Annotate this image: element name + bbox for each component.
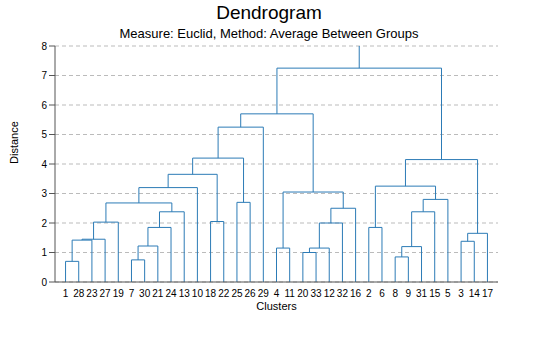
svg-text:8: 8 <box>392 288 398 299</box>
svg-text:2: 2 <box>366 288 372 299</box>
svg-text:22: 22 <box>218 288 230 299</box>
svg-text:10: 10 <box>192 288 204 299</box>
svg-text:8: 8 <box>41 41 47 52</box>
svg-text:4: 4 <box>41 159 47 170</box>
svg-text:19: 19 <box>113 288 125 299</box>
svg-text:11: 11 <box>284 288 295 299</box>
svg-text:25: 25 <box>231 288 243 299</box>
svg-text:Distance: Distance <box>8 121 20 164</box>
svg-text:Clusters: Clusters <box>256 300 297 312</box>
svg-text:12: 12 <box>324 288 336 299</box>
svg-text:23: 23 <box>86 288 98 299</box>
svg-text:14: 14 <box>469 288 481 299</box>
svg-text:9: 9 <box>406 288 412 299</box>
svg-text:5: 5 <box>41 129 47 140</box>
svg-text:33: 33 <box>310 288 322 299</box>
svg-text:16: 16 <box>350 288 362 299</box>
svg-text:0: 0 <box>41 277 47 288</box>
svg-text:7: 7 <box>129 288 135 299</box>
svg-text:13: 13 <box>179 288 191 299</box>
svg-text:20: 20 <box>297 288 309 299</box>
svg-text:17: 17 <box>482 288 494 299</box>
svg-text:29: 29 <box>258 288 270 299</box>
svg-text:5: 5 <box>445 288 451 299</box>
svg-text:21: 21 <box>152 288 164 299</box>
svg-text:32: 32 <box>337 288 349 299</box>
svg-text:28: 28 <box>73 288 85 299</box>
svg-text:26: 26 <box>245 288 257 299</box>
svg-text:3: 3 <box>41 188 47 199</box>
svg-text:27: 27 <box>100 288 112 299</box>
svg-text:1: 1 <box>41 247 47 258</box>
svg-text:18: 18 <box>205 288 217 299</box>
svg-text:15: 15 <box>429 288 441 299</box>
svg-text:2: 2 <box>41 218 47 229</box>
html-text:Dendrogram: Dendrogram <box>216 2 322 23</box>
svg-text:6: 6 <box>379 288 385 299</box>
svg-text:30: 30 <box>139 288 151 299</box>
svg-text:31: 31 <box>416 288 428 299</box>
svg-text:1: 1 <box>63 288 69 299</box>
svg-text:3: 3 <box>458 288 464 299</box>
svg-text:4: 4 <box>274 288 280 299</box>
svg-text:6: 6 <box>41 100 47 111</box>
html-text:Measure: Euclid, Method: Avera: Measure: Euclid, Method: Average Between… <box>119 26 419 41</box>
svg-text:24: 24 <box>165 288 177 299</box>
svg-text:7: 7 <box>41 70 47 81</box>
